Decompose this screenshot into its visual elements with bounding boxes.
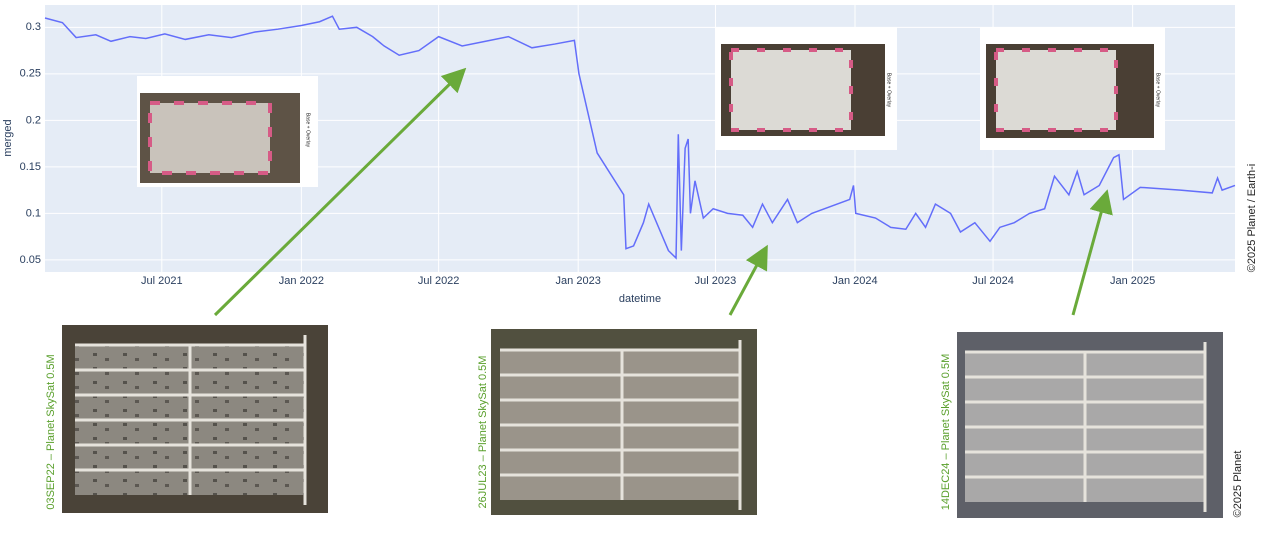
image-caption: 26JUL23 – Planet SkySat 0.5M	[477, 356, 489, 509]
x-tick-label: Jan 2024	[832, 275, 877, 287]
x-tick-label: Jan 2022	[279, 275, 324, 287]
x-tick-label: Jan 2023	[556, 275, 601, 287]
x-axis-label: datetime	[619, 293, 661, 305]
credit: ©2025 Planet / Earth-i	[1246, 164, 1258, 272]
x-tick-label: Jul 2023	[695, 275, 737, 287]
y-tick-label: 0.05	[20, 254, 41, 266]
y-tick-label: 0.1	[26, 207, 41, 219]
inset-label: Base + Overlay	[305, 113, 311, 148]
y-tick-label: 0.15	[20, 161, 41, 173]
credit: ©2025 Planet	[1232, 451, 1244, 518]
y-axis-label: merged	[2, 119, 14, 156]
image-caption: 14DEC24 – Planet SkySat 0.5M	[940, 354, 952, 511]
y-tick-label: 0.3	[26, 21, 41, 33]
satellite-images	[62, 325, 1223, 518]
y-tick-label: 0.2	[26, 114, 41, 126]
x-tick-label: Jul 2024	[972, 275, 1014, 287]
y-tick-label: 0.25	[20, 68, 41, 80]
inset-images	[137, 27, 1165, 187]
image-caption: 03SEP22 – Planet SkySat 0.5M	[45, 354, 57, 509]
x-tick-label: Jul 2021	[141, 275, 183, 287]
data-line	[44, 15, 1236, 260]
x-tick-label: Jul 2022	[418, 275, 460, 287]
arrows	[213, 67, 1113, 317]
inset-label: Base + Overlay	[886, 73, 892, 108]
x-tick-label: Jan 2025	[1110, 275, 1155, 287]
inset-label: Base + Overlay	[1155, 73, 1161, 108]
